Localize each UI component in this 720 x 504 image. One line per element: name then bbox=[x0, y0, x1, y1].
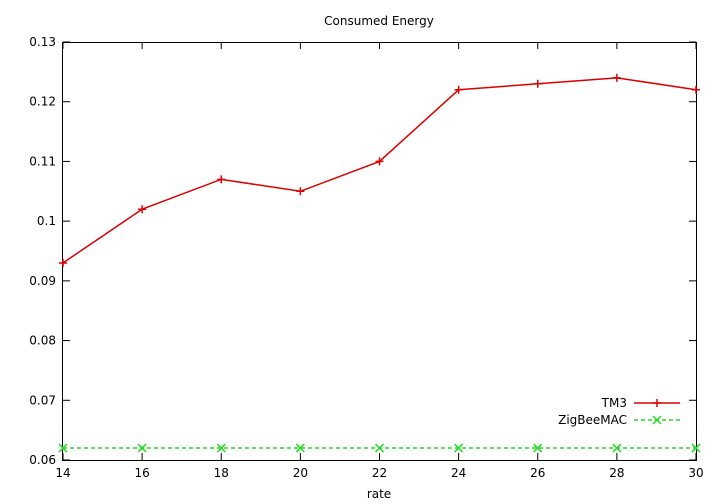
data-point-tm3 bbox=[375, 157, 384, 166]
data-point-tm3 bbox=[296, 187, 305, 196]
chart-title: Consumed Energy bbox=[324, 14, 434, 28]
y-tick-label: 0.1 bbox=[37, 214, 56, 228]
series-line-tm3 bbox=[62, 77, 697, 264]
y-tick-label: 0.09 bbox=[29, 274, 56, 288]
data-point-tm3 bbox=[59, 258, 67, 267]
legend-label-zigbeemac: ZigBeeMAC bbox=[558, 413, 627, 427]
data-point-tm3 bbox=[692, 85, 700, 94]
series-zigbeemac bbox=[58, 443, 701, 453]
x-tick-label: 30 bbox=[688, 466, 703, 480]
data-point-zigbeemac bbox=[454, 443, 464, 453]
series-layer bbox=[58, 73, 701, 453]
data-point-zigbeemac bbox=[295, 443, 305, 453]
y-tick-label: 0.13 bbox=[29, 35, 56, 49]
x-tick-label: 24 bbox=[451, 466, 466, 480]
data-point-zigbeemac bbox=[216, 443, 226, 453]
data-point-tm3 bbox=[217, 175, 226, 184]
data-point-zigbeemac bbox=[137, 443, 147, 453]
y-axis: 0.06 0.07 0.08 0.09 0.1 0.11 0.12 0.13 bbox=[29, 35, 696, 467]
data-point-zigbeemac bbox=[533, 443, 543, 453]
legend-marker-tm3 bbox=[653, 399, 661, 407]
legend-marker-zigbeemac bbox=[652, 415, 662, 425]
data-point-zigbeemac bbox=[58, 443, 68, 453]
legend: TM3 ZigBeeMAC bbox=[558, 396, 680, 427]
x-tick-label: 28 bbox=[609, 466, 624, 480]
data-point-tm3 bbox=[533, 79, 542, 88]
x-tick-label: 26 bbox=[530, 466, 545, 480]
x-tick-label: 20 bbox=[293, 466, 308, 480]
y-tick-label: 0.11 bbox=[29, 154, 56, 168]
data-point-tm3 bbox=[454, 85, 463, 94]
x-tick-label: 22 bbox=[372, 466, 387, 480]
data-point-tm3 bbox=[138, 205, 147, 214]
y-tick-label: 0.07 bbox=[29, 393, 56, 407]
x-tick-label: 16 bbox=[134, 466, 149, 480]
x-axis-label: rate bbox=[367, 487, 391, 501]
data-point-tm3 bbox=[612, 73, 621, 82]
legend-label-tm3: TM3 bbox=[601, 396, 627, 410]
y-tick-label: 0.08 bbox=[29, 334, 56, 348]
data-point-zigbeemac bbox=[374, 443, 385, 453]
x-tick-label: 14 bbox=[55, 466, 70, 480]
x-tick-label: 18 bbox=[214, 466, 229, 480]
data-point-zigbeemac bbox=[691, 443, 701, 453]
y-tick-label: 0.12 bbox=[29, 95, 56, 109]
y-tick-label: 0.06 bbox=[29, 453, 56, 467]
data-point-zigbeemac bbox=[612, 443, 622, 453]
series-tm3 bbox=[59, 73, 700, 267]
x-axis: 14 16 18 20 22 24 26 28 30 bbox=[55, 42, 704, 480]
